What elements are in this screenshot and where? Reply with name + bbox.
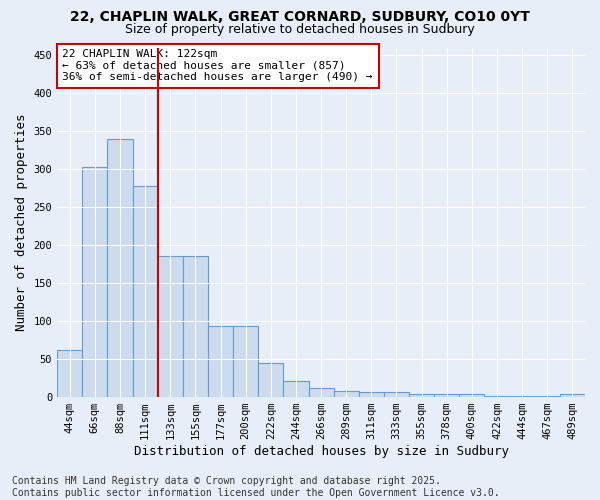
- Text: Size of property relative to detached houses in Sudbury: Size of property relative to detached ho…: [125, 22, 475, 36]
- Bar: [133, 186, 158, 396]
- Bar: [107, 138, 133, 396]
- Bar: [434, 394, 460, 396]
- Bar: [460, 394, 484, 396]
- Text: Contains HM Land Registry data © Crown copyright and database right 2025.
Contai: Contains HM Land Registry data © Crown c…: [12, 476, 500, 498]
- Bar: [308, 388, 334, 396]
- Bar: [233, 326, 258, 396]
- Bar: [359, 392, 384, 396]
- Bar: [409, 394, 434, 396]
- Text: 22, CHAPLIN WALK, GREAT CORNARD, SUDBURY, CO10 0YT: 22, CHAPLIN WALK, GREAT CORNARD, SUDBURY…: [70, 10, 530, 24]
- Bar: [82, 168, 107, 396]
- Bar: [183, 256, 208, 396]
- Bar: [208, 326, 233, 396]
- Bar: [560, 394, 585, 396]
- Bar: [334, 392, 359, 396]
- Bar: [384, 392, 409, 396]
- Text: 22 CHAPLIN WALK: 122sqm
← 63% of detached houses are smaller (857)
36% of semi-d: 22 CHAPLIN WALK: 122sqm ← 63% of detache…: [62, 49, 373, 82]
- Bar: [57, 350, 82, 397]
- X-axis label: Distribution of detached houses by size in Sudbury: Distribution of detached houses by size …: [134, 444, 509, 458]
- Bar: [158, 256, 183, 396]
- Bar: [283, 380, 308, 396]
- Bar: [258, 363, 283, 396]
- Y-axis label: Number of detached properties: Number of detached properties: [15, 114, 28, 331]
